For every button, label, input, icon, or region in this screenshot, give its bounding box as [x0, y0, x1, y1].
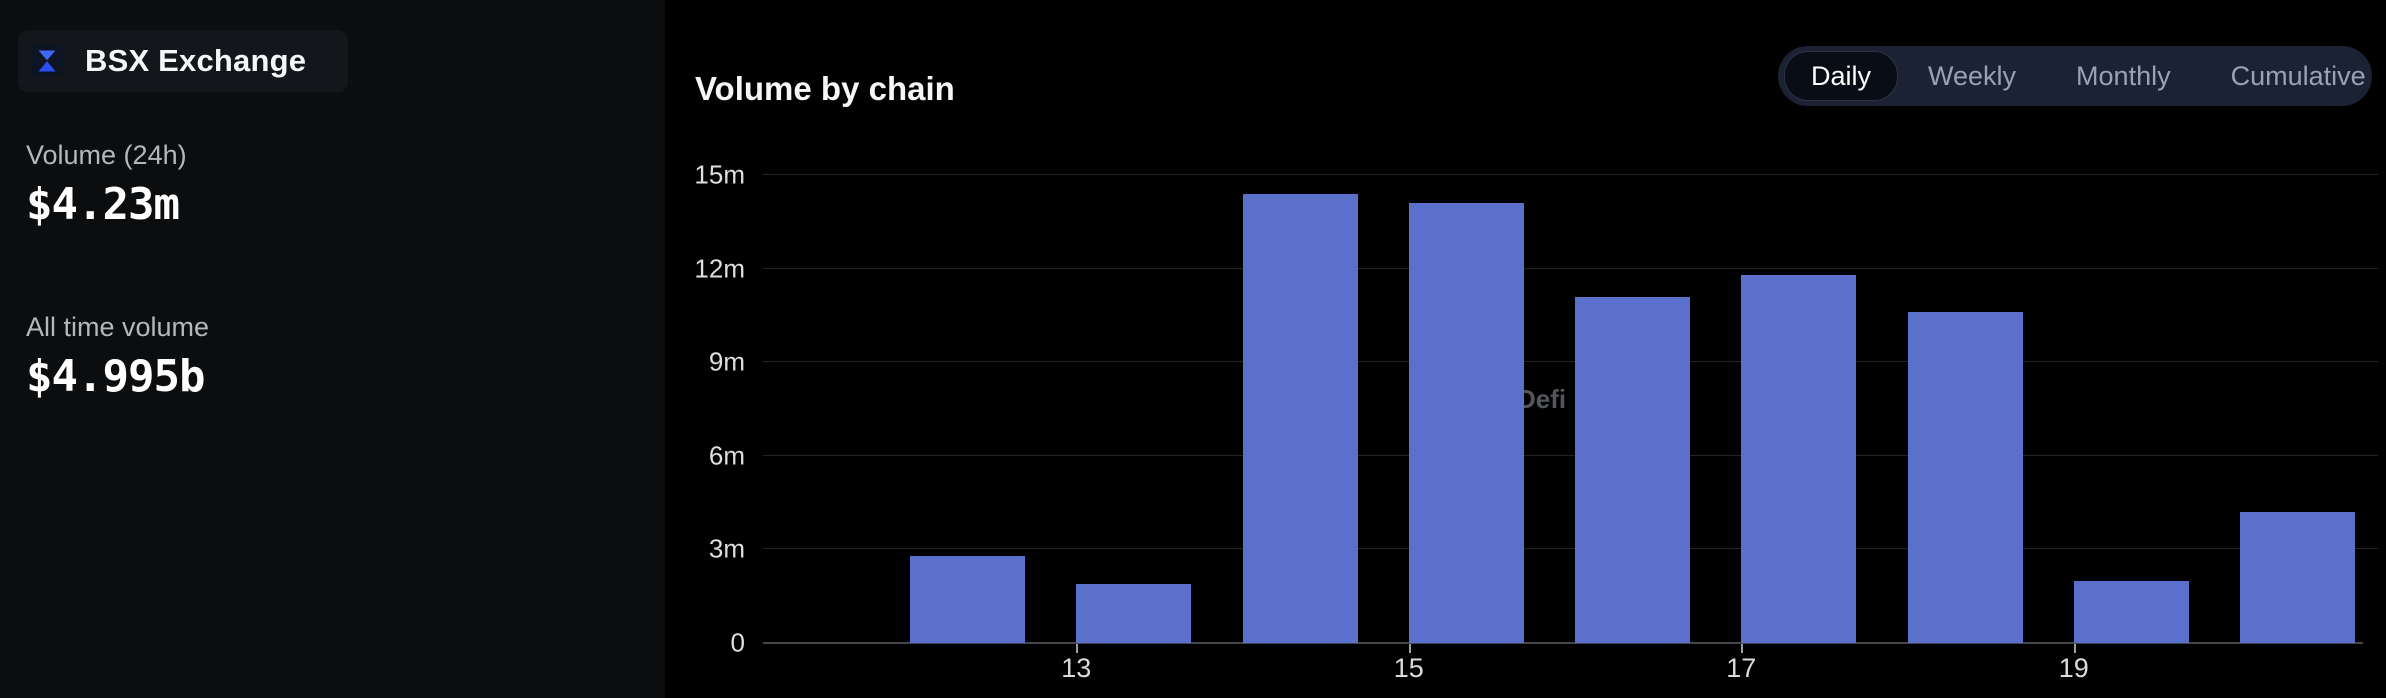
x-tick-mark: [1408, 644, 1411, 653]
bar-day-17[interactable]: [1741, 274, 1857, 643]
x-tick-mark: [2073, 644, 2076, 653]
y-tick-label: 15m: [694, 159, 745, 190]
bar-day-14[interactable]: [1242, 193, 1358, 643]
chart-title: Volume by chain: [695, 70, 955, 107]
watermark-defillama: Defi: [1517, 384, 1567, 414]
x-tick-label: 15: [1393, 653, 1424, 683]
tab-cumulative[interactable]: Cumulative: [2230, 60, 2366, 91]
x-tick-label: 19: [2058, 653, 2089, 683]
bar-day-13[interactable]: [1076, 583, 1192, 643]
stat-label: Volume (24h): [26, 140, 187, 170]
y-tick-label: 3m: [708, 533, 745, 564]
stat-all-time-volume: All time volume $4.995b: [26, 312, 209, 402]
gridline: [763, 267, 2378, 269]
hourglass-logo-icon: [31, 45, 63, 77]
y-tick-label: 12m: [694, 253, 745, 284]
bar-day-12[interactable]: [910, 555, 1025, 643]
gridline: [763, 361, 2378, 363]
x-tick-label: 13: [1061, 653, 1092, 683]
bar-day-18[interactable]: [1907, 312, 2023, 643]
gridline: [763, 548, 2378, 550]
tab-daily[interactable]: Daily: [1784, 51, 1899, 101]
stat-label: All time volume: [26, 312, 210, 342]
app-title: BSX Exchange: [85, 43, 307, 78]
y-tick-label: 6m: [708, 440, 745, 471]
stat-value: $4.995b: [26, 351, 205, 402]
gridline: [763, 174, 2378, 175]
x-tick-label: 17: [1726, 653, 1757, 683]
period-tabs: Daily Weekly Monthly Cumulative: [1778, 46, 2372, 106]
bar-day-20[interactable]: [2240, 511, 2355, 643]
y-axis-labels: 0 3m 6m 9m 12m 15m: [600, 160, 745, 658]
stat-value: $4.23m: [26, 179, 180, 230]
brand-header[interactable]: BSX Exchange: [18, 30, 348, 92]
tab-weekly[interactable]: Weekly: [1928, 60, 2017, 91]
y-tick-label: 9m: [708, 346, 745, 377]
x-tick-mark: [1076, 644, 1079, 653]
bar-day-15[interactable]: [1408, 203, 1524, 643]
stat-volume-24h: Volume (24h) $4.23m: [26, 140, 187, 230]
bar-day-19[interactable]: [2073, 580, 2189, 643]
plot-area: Defi 13 15 17 19: [763, 174, 2378, 683]
y-tick-label: 0: [730, 627, 745, 658]
sidebar: BSX Exchange Volume (24h) $4.23m All tim…: [0, 0, 665, 698]
x-tick-mark: [1741, 644, 1744, 653]
tab-monthly[interactable]: Monthly: [2076, 60, 2171, 91]
gridline: [763, 454, 2378, 456]
x-axis-line: [763, 642, 2363, 644]
bar-day-16[interactable]: [1575, 296, 1690, 643]
